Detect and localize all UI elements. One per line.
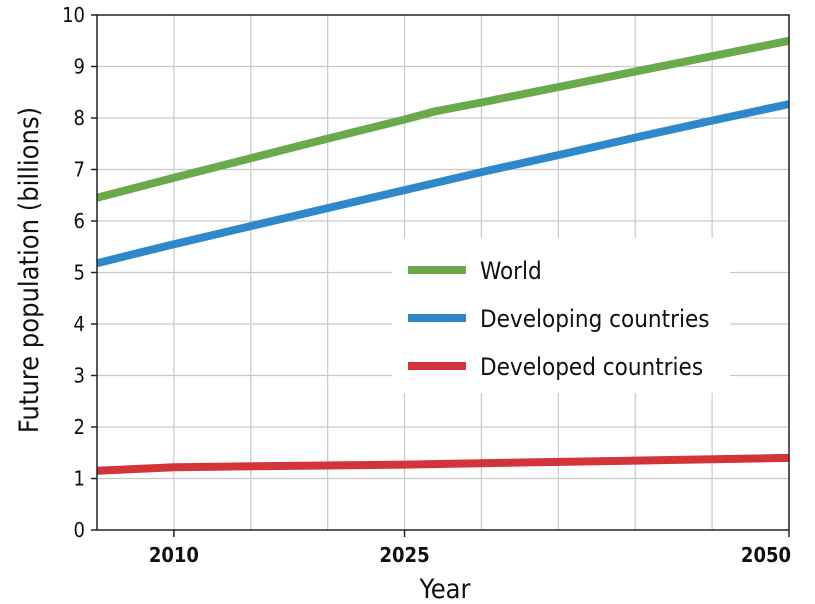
legend: World Developing countries Developed count… xyxy=(408,257,709,381)
x-tick-label: 2010 xyxy=(149,543,199,567)
y-tick-label: 0 xyxy=(74,518,85,542)
y-axis-label: Future population (billions) xyxy=(14,107,45,433)
y-tick-label: 4 xyxy=(74,312,85,336)
y-tick-label: 8 xyxy=(74,106,85,130)
y-tick-label: 10 xyxy=(62,3,85,27)
series-line-developed-countries xyxy=(96,453,790,475)
y-tick-label: 7 xyxy=(74,158,85,182)
y-tick-label: 9 xyxy=(74,55,85,79)
series-line-world xyxy=(95,36,790,202)
y-tick-label: 2 xyxy=(74,415,85,439)
legend-label: Developing countries xyxy=(480,305,709,333)
legend-label: World xyxy=(480,257,542,285)
x-axis-label: Year xyxy=(418,574,470,604)
series-lines xyxy=(95,36,790,475)
y-tick-label: 1 xyxy=(74,467,85,491)
y-tick-label: 6 xyxy=(74,209,85,233)
legend-label: Developed countries xyxy=(480,353,703,381)
y-tick-label: 5 xyxy=(74,261,85,285)
y-tick-label: 3 xyxy=(74,364,85,388)
series-line-developing-countries xyxy=(96,100,790,268)
x-tick-label: 2025 xyxy=(380,543,430,567)
x-tick-label: 2050 xyxy=(741,543,791,567)
axis-ticks: 0 1 2 3 4 5 6 7 8 9 10 2010 2025 2050 xyxy=(62,3,791,567)
